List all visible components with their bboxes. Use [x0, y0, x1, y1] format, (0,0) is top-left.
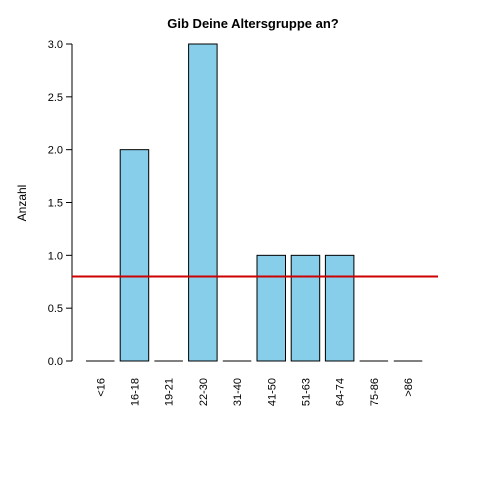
- y-tick-label: 1.5: [48, 198, 63, 210]
- x-tick-label: 19-21: [164, 378, 176, 406]
- y-tick-label: 2.0: [48, 145, 63, 157]
- y-tick-label: 3.0: [48, 39, 63, 51]
- x-tick-label: 64-74: [335, 378, 347, 406]
- y-tick-label: 0.0: [48, 356, 63, 368]
- chart-title: Gib Deine Altersgruppe an?: [167, 16, 338, 31]
- bar: [290, 254, 321, 362]
- x-tick-label: >86: [403, 378, 415, 397]
- y-tick-label: 2.5: [48, 92, 63, 104]
- x-tick-label: 31-40: [232, 378, 244, 406]
- x-tick-label: 16-18: [129, 378, 141, 406]
- y-tick-label: 0.5: [48, 303, 63, 315]
- x-tick-label: <16: [95, 378, 107, 397]
- bar: [119, 149, 150, 362]
- y-tick-label: 1.0: [48, 250, 63, 262]
- bars: [86, 43, 423, 362]
- x-tick-label: 75-86: [369, 378, 381, 406]
- x-tick-label: 22-30: [198, 378, 210, 406]
- y-axis-label: Anzahl: [15, 185, 29, 222]
- y-axis: 0.0 0.5 1.0 1.5 2.0 2.5 3.0: [48, 39, 73, 368]
- x-axis-ticks: <16 16-18 19-21 22-30 31-40 41-50 51-63 64-74 75…: [95, 378, 415, 406]
- bar: [256, 254, 286, 362]
- bar: [324, 254, 355, 362]
- x-tick-label: 41-50: [266, 378, 278, 406]
- x-tick-label: 51-63: [300, 378, 312, 406]
- bar: [188, 43, 218, 362]
